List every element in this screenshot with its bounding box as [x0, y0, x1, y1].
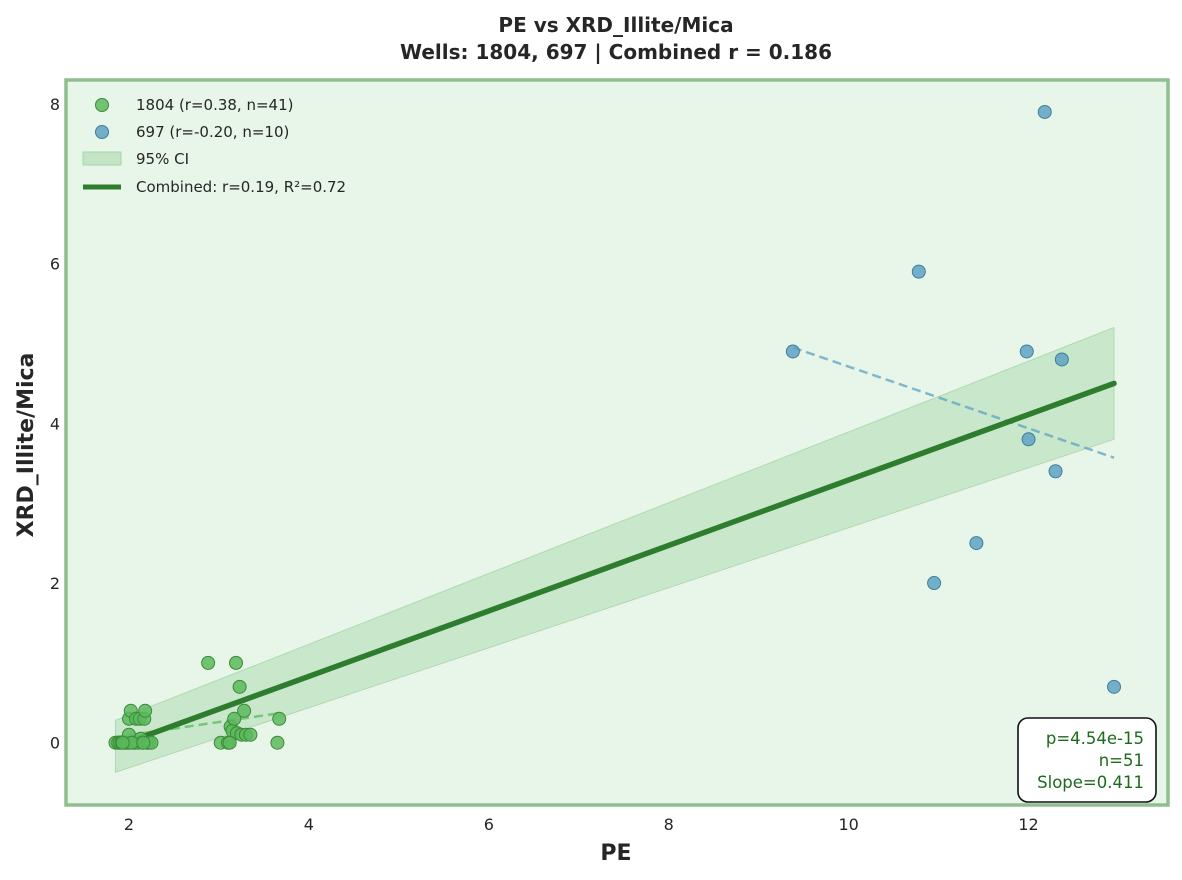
- legend-label-ci: 95% CI: [136, 150, 189, 168]
- data-point-697: [1019, 344, 1034, 359]
- y-axis-ticks: 0 2 4 6 8: [50, 95, 60, 753]
- combined-regression-line: [112, 380, 1117, 750]
- stats-n: n=51: [1099, 751, 1144, 770]
- legend-label-697: 697 (r=-0.20, n=10): [136, 123, 289, 141]
- x-tick-label: 4: [304, 815, 314, 834]
- data-point-1804: [243, 727, 258, 742]
- data-point-697: [969, 536, 984, 551]
- ci-band-layer: [114, 326, 1115, 773]
- trend-lines-layer: [112, 346, 1117, 750]
- stats-box-frame: [1017, 717, 1157, 803]
- chart-title: PE vs XRD_Illite/Mica: [498, 13, 733, 37]
- data-point-697: [1021, 432, 1036, 447]
- data-point-1804: [237, 703, 252, 718]
- data-point-697: [785, 344, 800, 359]
- plot-frame: [64, 78, 1170, 807]
- data-point-1804: [270, 735, 285, 750]
- data-point-1804: [201, 655, 216, 670]
- x-tick-label: 6: [484, 815, 494, 834]
- legend-marker-ci: [82, 151, 122, 166]
- x-axis-ticks: 2 4 6 8 10 12: [124, 815, 1039, 834]
- x-tick-label: 12: [1018, 815, 1038, 834]
- data-point-697: [1054, 352, 1069, 367]
- data-point-1804: [222, 735, 237, 750]
- x-tick-label: 2: [124, 815, 134, 834]
- stats-slope: Slope=0.411: [1037, 773, 1144, 792]
- data-point-697: [1037, 104, 1052, 119]
- chart-subtitle: Wells: 1804, 697 | Combined r = 0.186: [400, 40, 832, 64]
- x-tick-label: 10: [838, 815, 858, 834]
- y-tick-label: 4: [50, 414, 60, 433]
- data-point-1804: [115, 735, 130, 750]
- data-point-1804: [138, 703, 153, 718]
- ci-band: [114, 326, 1115, 773]
- legend-label-1804: 1804 (r=0.38, n=41): [136, 96, 293, 114]
- data-point-1804: [227, 711, 242, 726]
- legend-label-combined: Combined: r=0.19, R²=0.72: [136, 178, 346, 196]
- data-point-1804: [136, 735, 151, 750]
- data-point-697: [911, 264, 926, 279]
- data-point-1804: [272, 711, 287, 726]
- data-point-697: [927, 576, 942, 591]
- y-tick-label: 2: [50, 574, 60, 593]
- trend-line-697: [792, 346, 1115, 459]
- legend-marker-697: [95, 125, 109, 139]
- plot-area: [66, 80, 1168, 805]
- y-tick-label: 8: [50, 95, 60, 114]
- data-points-layer: [108, 104, 1122, 750]
- y-tick-label: 0: [50, 734, 60, 753]
- y-tick-label: 6: [50, 255, 60, 274]
- legend: 1804 (r=0.38, n=41) 697 (r=-0.20, n=10) …: [82, 96, 346, 196]
- x-axis-label: PE: [600, 841, 631, 866]
- y-axis-label: XRD_Illite/Mica: [14, 353, 39, 538]
- data-point-697: [1107, 679, 1122, 694]
- stats-box: p=4.54e-15 n=51 Slope=0.411: [1017, 717, 1157, 803]
- data-point-697: [1048, 464, 1063, 479]
- data-point-1804: [229, 655, 244, 670]
- legend-marker-1804: [95, 98, 109, 112]
- x-tick-label: 8: [664, 815, 674, 834]
- stats-p-value: p=4.54e-15: [1046, 729, 1144, 748]
- data-point-1804: [232, 679, 247, 694]
